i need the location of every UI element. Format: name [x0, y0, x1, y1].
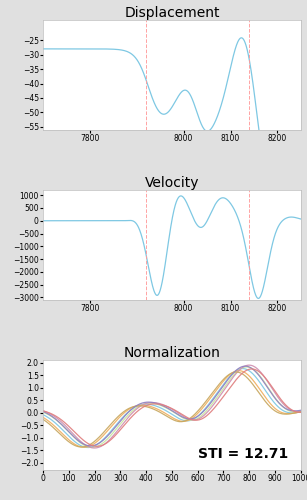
Title: Velocity: Velocity: [145, 176, 199, 190]
Title: Normalization: Normalization: [123, 346, 220, 360]
Title: Displacement: Displacement: [124, 6, 220, 20]
Text: STI = 12.71: STI = 12.71: [198, 447, 288, 461]
